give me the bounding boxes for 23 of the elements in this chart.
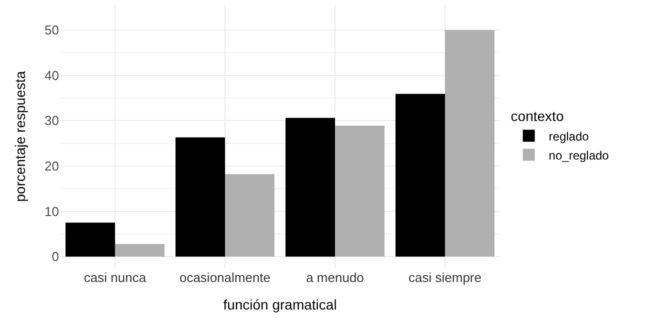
bar bbox=[115, 244, 164, 257]
y-tick-label: 30 bbox=[44, 113, 59, 128]
bar bbox=[286, 118, 335, 257]
legend-label: reglado bbox=[548, 129, 590, 144]
y-tick-label: 50 bbox=[44, 22, 59, 38]
bar bbox=[445, 30, 494, 257]
x-tick-label: casi nunca bbox=[84, 270, 147, 285]
bar bbox=[335, 126, 384, 257]
y-tick-label: 0 bbox=[52, 249, 59, 264]
x-tick-label: casi siempre bbox=[408, 270, 482, 285]
y-axis-title: porcentaje respuesta bbox=[12, 70, 28, 202]
x-tick-label: a menudo bbox=[306, 270, 364, 285]
y-tick-label: 40 bbox=[44, 68, 59, 83]
legend-title: contexto bbox=[510, 108, 564, 124]
x-axis-title: función gramatical bbox=[223, 296, 337, 312]
bar bbox=[225, 174, 274, 257]
y-tick-label: 20 bbox=[44, 158, 59, 174]
bar bbox=[176, 137, 225, 257]
bar bbox=[396, 94, 445, 257]
bar bbox=[66, 222, 115, 257]
x-tick-label: ocasionalmente bbox=[179, 270, 271, 285]
legend-label: no_reglado bbox=[548, 148, 610, 162]
y-tick-label: 10 bbox=[44, 204, 59, 219]
